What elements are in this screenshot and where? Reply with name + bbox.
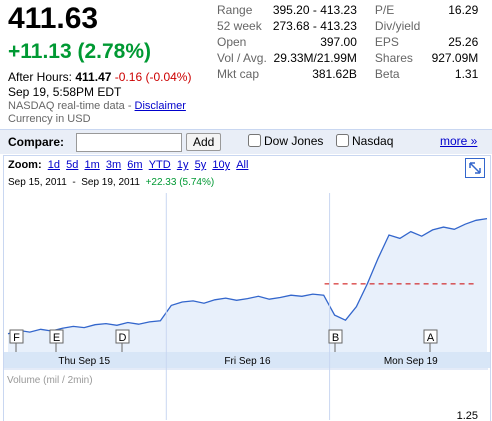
stat-key: Vol / Avg. xyxy=(217,51,267,65)
compare-bar: Compare: Add Dow Jones Nasdaq more » xyxy=(0,129,492,154)
stat-row: Mkt cap 381.62B Beta 1.31 xyxy=(214,66,481,82)
change: +11.13 (2.78%) xyxy=(8,40,152,63)
zoom-link[interactable]: 1y xyxy=(176,159,189,171)
x-axis-band xyxy=(4,352,490,368)
zoom-bar: Zoom: 1d 5d 1m 3m 6m YTD 1y 5y 10y All xyxy=(8,159,248,171)
stat-key: Open xyxy=(217,35,247,49)
flag-label: A xyxy=(427,332,435,344)
opt[interactable]: Nasdaq xyxy=(336,134,393,148)
ah-change: -0.16 (-0.04%) xyxy=(114,70,192,84)
label: After Hours: xyxy=(8,70,73,84)
zoom-link[interactable]: All xyxy=(236,159,249,171)
compare-label: Compare: xyxy=(8,135,65,149)
area xyxy=(8,218,487,352)
stat-row: Open 397.00 EPS 25.26 xyxy=(214,34,481,50)
stat-key: 52 week xyxy=(217,19,262,33)
sep: - xyxy=(72,177,76,188)
zoom-link[interactable]: 10y xyxy=(212,159,231,171)
x-tick-label: Fri Sep 16 xyxy=(224,356,271,367)
zoom-link[interactable]: 6m xyxy=(127,159,143,171)
stat-row: Range 395.20 - 413.23 P/E 16.29 xyxy=(214,2,481,18)
zoom-link[interactable]: 1d xyxy=(47,159,60,171)
stat-key: Mkt cap xyxy=(217,67,260,81)
zoom-link[interactable]: 3m xyxy=(105,159,122,171)
price: 411.63 xyxy=(8,2,99,35)
stat-value: 397.00 xyxy=(320,35,357,49)
stat-value: 381.62B xyxy=(312,67,357,81)
stat-value: 273.68 - 413.23 xyxy=(272,19,357,33)
checkbox[interactable] xyxy=(248,134,261,147)
zoom-link[interactable]: YTD xyxy=(148,159,171,171)
stat-value: 16.29 xyxy=(448,3,479,17)
icon xyxy=(469,162,481,174)
stat-row: Vol / Avg. 29.33M/21.99M Shares 927.09M xyxy=(214,50,481,66)
stat-value: 25.26 xyxy=(448,35,479,49)
range: Sep 15, 2011 - Sep 19, 2011 +22.33 (5.74… xyxy=(8,177,214,188)
to: Sep 19, 2011 xyxy=(81,177,140,188)
range-change: +22.33 (5.74%) xyxy=(145,177,215,188)
stat-key: Shares xyxy=(374,51,413,65)
compare-input[interactable] xyxy=(76,133,182,152)
stat-value: 927.09M xyxy=(431,51,479,65)
stat-key: Beta xyxy=(374,67,400,81)
disclaimer[interactable]: Disclaimer xyxy=(134,100,186,112)
currency: Currency in USD xyxy=(8,113,91,125)
zoom-link[interactable]: 1m xyxy=(84,159,100,171)
opt-label: Dow Jones xyxy=(264,134,324,148)
stat-key: Div/yield xyxy=(374,19,421,33)
after-hours: After Hours: 411.47 -0.16 (-0.04%) xyxy=(8,70,191,84)
checkbox[interactable] xyxy=(336,134,349,147)
stat-row: 52 week 273.68 - 413.23 Div/yield xyxy=(214,18,481,34)
flag-label: D xyxy=(119,332,127,344)
opt-label: Nasdaq xyxy=(352,134,394,148)
zoom-link[interactable]: 5y xyxy=(194,159,207,171)
source-text: NASDAQ real-time data - xyxy=(8,100,132,112)
flag-label: E xyxy=(53,332,60,344)
stat-key: Range xyxy=(217,3,253,17)
x-tick-label: Mon Sep 19 xyxy=(384,356,438,367)
stat-value: 1.31 xyxy=(454,67,479,81)
more-link[interactable]: more » xyxy=(440,134,478,148)
add-button[interactable]: Add xyxy=(186,133,222,151)
volume-tick: 1.25 xyxy=(457,410,478,420)
zoom-label: Zoom: xyxy=(8,159,42,171)
price-line xyxy=(7,217,488,335)
volume-label: Volume (mil / 2min) xyxy=(7,375,93,386)
stat-value: 395.20 - 413.23 xyxy=(272,3,357,17)
stat-value: 29.33M/21.99M xyxy=(273,51,357,65)
ah-price: 411.47 xyxy=(75,70,112,84)
stats-table: Range 395.20 - 413.23 P/E 16.29 52 week 273.6… xyxy=(214,2,481,82)
flag-label: B xyxy=(332,332,339,344)
opt[interactable]: Dow Jones xyxy=(248,134,323,148)
time: Sep 19, 5:58PM EDT xyxy=(8,85,122,99)
zoom-link[interactable]: 5d xyxy=(66,159,79,171)
stat-key: EPS xyxy=(374,35,399,49)
flag-label: F xyxy=(13,332,20,344)
x-tick-label: Thu Sep 15 xyxy=(58,356,110,367)
from: Sep 15, 2011 xyxy=(8,177,67,188)
source: NASDAQ real-time data - Disclaimer xyxy=(8,100,186,112)
chart-frame xyxy=(3,155,491,421)
stat-key: P/E xyxy=(374,3,395,17)
expand-button[interactable] xyxy=(465,158,485,178)
